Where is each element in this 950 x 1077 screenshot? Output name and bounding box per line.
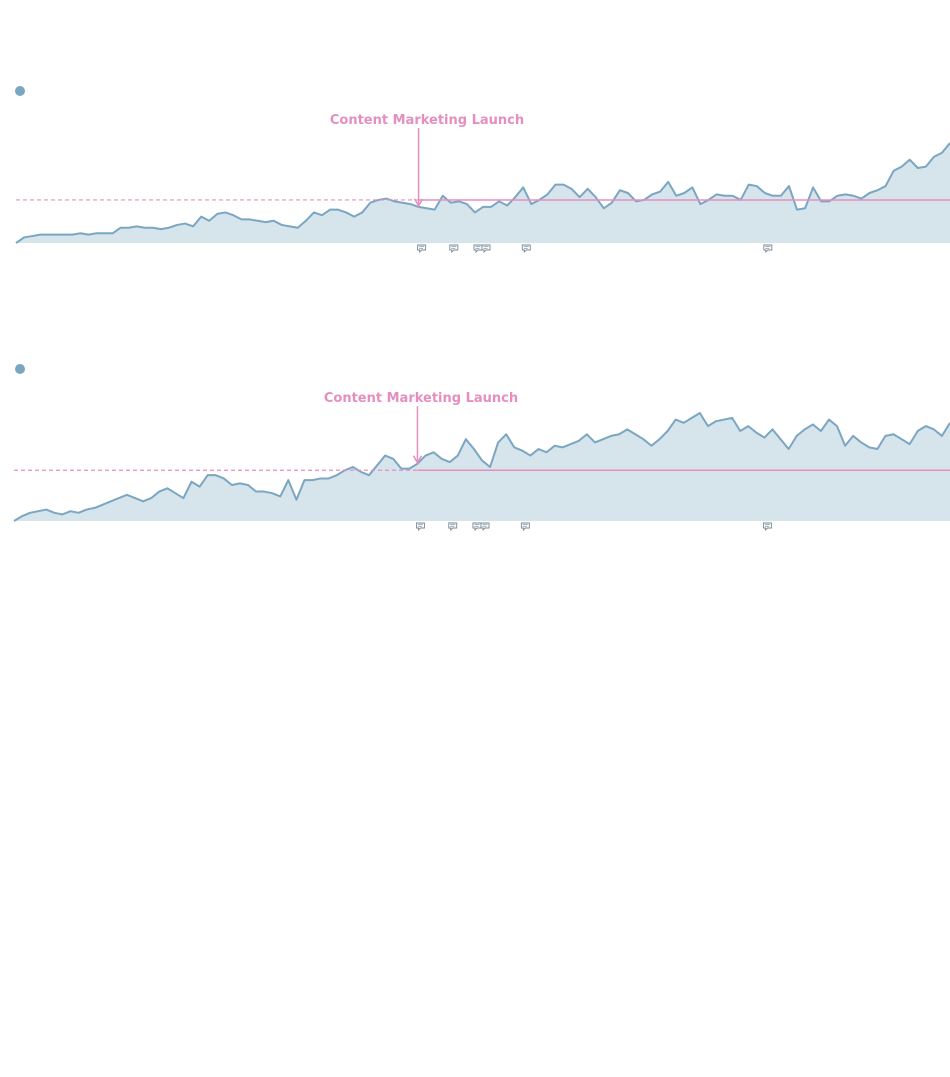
series-line[interactable] <box>13 412 950 522</box>
comment-marker-icon[interactable] <box>449 244 459 254</box>
comment-marker-icon[interactable] <box>763 244 773 254</box>
chart-panel-2: Content Marketing Launch <box>0 353 950 553</box>
comment-marker-icon[interactable] <box>417 244 427 254</box>
series-area <box>16 143 950 243</box>
comment-marker-icon[interactable] <box>762 522 772 532</box>
annotation-arrowhead <box>412 455 423 465</box>
series-line[interactable] <box>15 142 950 244</box>
series-area <box>14 413 950 521</box>
comment-marker-icon[interactable] <box>472 522 482 532</box>
comment-marker-icon[interactable] <box>415 522 425 532</box>
comment-marker-icon[interactable] <box>448 522 458 532</box>
comment-marker-icon[interactable] <box>521 244 531 254</box>
chart-panel-1: Content Marketing Launch <box>0 75 950 275</box>
comment-marker-icon[interactable] <box>481 244 491 254</box>
annotation-arrowhead <box>413 198 424 208</box>
series-legend-dot[interactable] <box>15 364 25 374</box>
annotation-label: Content Marketing Launch <box>324 391 518 406</box>
series-legend-dot[interactable] <box>15 86 25 96</box>
area-chart-1: Content Marketing Launch <box>15 113 950 254</box>
area-chart-2: Content Marketing Launch <box>13 391 950 532</box>
comment-marker-icon[interactable] <box>473 244 483 254</box>
comment-marker-icon[interactable] <box>520 522 530 532</box>
annotation-label: Content Marketing Launch <box>330 113 524 128</box>
comment-marker-icon[interactable] <box>480 522 490 532</box>
